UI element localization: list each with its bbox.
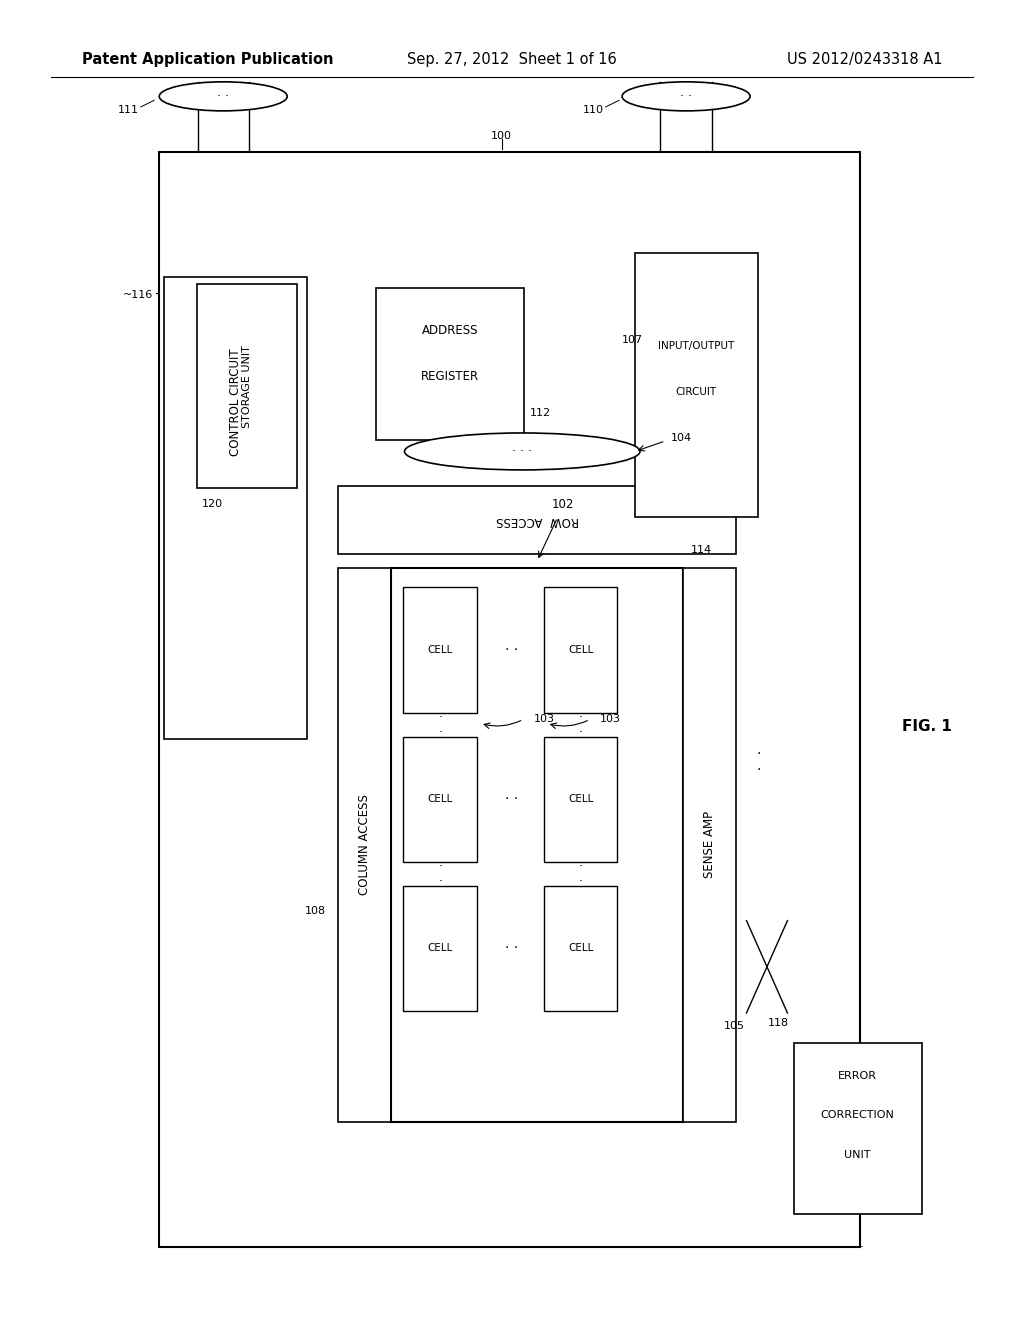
Text: ADDRESS: ADDRESS: [422, 325, 478, 337]
Ellipse shape: [623, 82, 750, 111]
Text: STORAGE UNIT: STORAGE UNIT: [242, 345, 252, 428]
Text: 118: 118: [767, 1018, 788, 1028]
Text: ERROR: ERROR: [838, 1071, 878, 1081]
Text: 112: 112: [529, 408, 551, 418]
Bar: [403, 737, 477, 862]
Text: CELL: CELL: [568, 645, 593, 655]
Text: 104: 104: [671, 433, 692, 444]
Bar: [544, 587, 617, 713]
Text: CELL: CELL: [568, 944, 593, 953]
Text: · · ·: · · ·: [512, 445, 532, 458]
Text: ·
·: · ·: [438, 859, 442, 888]
Text: CELL: CELL: [428, 645, 453, 655]
Text: CELL: CELL: [428, 944, 453, 953]
Text: · ·: · ·: [506, 643, 518, 657]
Bar: [403, 587, 477, 713]
Ellipse shape: [160, 82, 287, 111]
Text: · ·: · ·: [506, 941, 518, 956]
Bar: [164, 277, 307, 739]
Bar: [544, 886, 617, 1011]
Text: ·
·: · ·: [757, 747, 761, 776]
Text: INPUT/OUTPUT: INPUT/OUTPUT: [658, 341, 734, 351]
Bar: [544, 737, 617, 862]
Text: SENSE AMP: SENSE AMP: [703, 812, 716, 878]
Text: ·
·: · ·: [438, 710, 442, 739]
Text: 103: 103: [600, 714, 622, 725]
Text: 100: 100: [492, 131, 512, 141]
Text: REGISTER: REGISTER: [421, 371, 479, 383]
Text: CELL: CELL: [568, 795, 593, 804]
Text: CONTROL CIRCUIT: CONTROL CIRCUIT: [229, 348, 242, 457]
Bar: [391, 568, 683, 1122]
Text: 102: 102: [552, 498, 573, 511]
Text: ROW  ACCESS: ROW ACCESS: [496, 513, 579, 527]
Bar: [794, 1043, 922, 1214]
Text: US 2012/0243318 A1: US 2012/0243318 A1: [786, 51, 942, 67]
Text: COLUMN ACCESS: COLUMN ACCESS: [358, 795, 371, 895]
Bar: [635, 253, 758, 517]
Text: 120: 120: [202, 499, 223, 510]
Bar: [338, 486, 736, 554]
Text: UNIT: UNIT: [845, 1150, 870, 1160]
Text: · ·: · ·: [506, 792, 518, 807]
Text: 108: 108: [304, 907, 326, 916]
Ellipse shape: [404, 433, 640, 470]
Text: Sep. 27, 2012  Sheet 1 of 16: Sep. 27, 2012 Sheet 1 of 16: [408, 51, 616, 67]
Bar: [197, 284, 297, 488]
Text: FIG. 1: FIG. 1: [902, 718, 951, 734]
Text: ·
·: · ·: [579, 859, 583, 888]
Bar: [338, 568, 391, 1122]
Text: 105: 105: [723, 1022, 744, 1031]
Text: 103: 103: [534, 714, 555, 725]
Text: ·
·: · ·: [579, 710, 583, 739]
Text: · ·: · ·: [217, 90, 229, 103]
Text: 110: 110: [583, 104, 604, 115]
Bar: [159, 152, 860, 1247]
Text: 107: 107: [622, 335, 643, 345]
Text: CORRECTION: CORRECTION: [820, 1110, 895, 1121]
Bar: [683, 568, 736, 1122]
Text: 114: 114: [691, 545, 713, 556]
Bar: [376, 288, 524, 440]
Text: CIRCUIT: CIRCUIT: [676, 387, 717, 397]
Text: CELL: CELL: [428, 795, 453, 804]
Text: · ·: · ·: [680, 90, 692, 103]
Text: 111: 111: [118, 104, 139, 115]
Text: ~116: ~116: [123, 290, 154, 301]
Bar: [403, 886, 477, 1011]
Text: · ·: · ·: [852, 1241, 863, 1254]
Text: Patent Application Publication: Patent Application Publication: [82, 51, 334, 67]
